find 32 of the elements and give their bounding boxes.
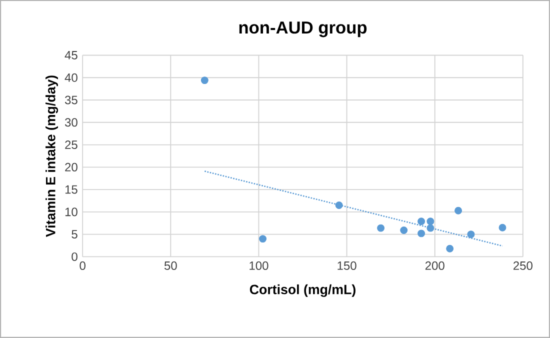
point [400, 226, 408, 234]
y-tick-label: 10 [65, 208, 78, 216]
y-tick-label: 0 [72, 252, 78, 261]
y-tick-label: 35 [64, 96, 78, 104]
y-tick-label: 40 [64, 73, 78, 82]
point [446, 244, 454, 252]
point [426, 224, 434, 232]
y-tick-label: 45 [64, 51, 78, 60]
chart-title: non-AUD group [239, 22, 367, 38]
point [426, 218, 434, 226]
point [454, 206, 462, 214]
point [377, 224, 385, 232]
point [259, 235, 267, 243]
x-axis-title: Cortisol (mg/mL) [250, 284, 356, 297]
x-tick-label: 200 [425, 261, 444, 270]
point [418, 230, 426, 238]
y-tick-label: 25 [65, 140, 78, 150]
y-tick-label: 30 [64, 118, 78, 127]
point [498, 224, 506, 232]
point [418, 218, 426, 226]
y-tick-label: 20 [65, 162, 78, 172]
point [467, 230, 475, 238]
y-axis-title: Vitamin E intake (mg/day) [46, 76, 58, 237]
point [335, 202, 343, 209]
point [200, 76, 208, 84]
x-tick-label: 150 [338, 261, 356, 270]
x-tick-label: 0 [80, 261, 86, 270]
x-tick-label: 100 [250, 261, 268, 270]
x-tick-label: 50 [164, 261, 177, 270]
y-tick-label: 5 [72, 230, 78, 239]
y-tick-label: 15 [65, 185, 78, 194]
x-tick-label: 250 [514, 261, 532, 270]
